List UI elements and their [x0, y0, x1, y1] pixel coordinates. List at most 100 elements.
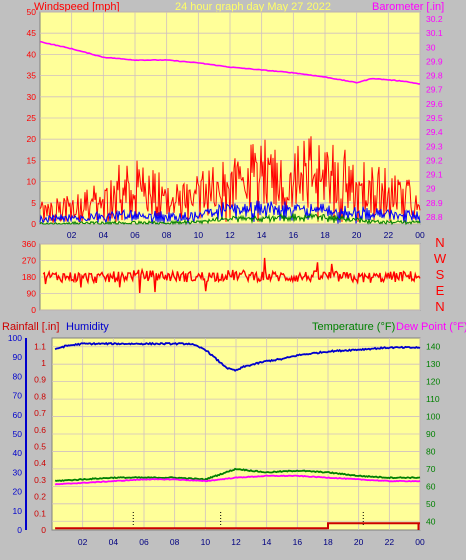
humidity-y-tick-label: 100 — [8, 333, 22, 343]
wind-y-tick-label: 40 — [27, 49, 37, 59]
barometer-y-tick-label: 29.5 — [426, 113, 443, 123]
humidity-axis-label: Humidity — [66, 321, 109, 333]
wind-y-tick-label: 10 — [27, 177, 37, 187]
direction-y-tick-label: 180 — [22, 272, 36, 282]
humidity-y-tick-label: 30 — [13, 467, 23, 477]
wind-minimum-series — [39, 212, 421, 226]
temperature-y-tick-label: 130 — [426, 359, 440, 369]
climate-x-tick-label: 06 — [139, 537, 149, 547]
temperature-y-tick-label: 120 — [426, 377, 440, 387]
wind-gust-series — [39, 136, 421, 223]
wind-x-tick-label: 00 — [415, 230, 425, 240]
wind-x-tick-label: 12 — [225, 230, 235, 240]
wind-y-tick-label: 0 — [31, 219, 36, 229]
wind-x-tick-label: 18 — [320, 230, 330, 240]
rainfall-y-tick-label: 0.8 — [34, 391, 46, 401]
wind-x-tick-label: 08 — [162, 230, 172, 240]
climate-x-tick-label: 04 — [109, 537, 119, 547]
direction-y-tick-label: 270 — [22, 256, 36, 266]
rainfall-y-tick-label: 0.7 — [34, 408, 46, 418]
temperature-axis-label: Temperature (°F) — [312, 321, 395, 333]
temperature-y-tick-label: 90 — [426, 429, 436, 439]
wind-x-tick-label: 06 — [130, 230, 140, 240]
direction-y-tick-label: 0 — [31, 305, 36, 315]
barometer-y-tick-label: 29.7 — [426, 85, 443, 95]
wind-x-tick-label: 04 — [99, 230, 109, 240]
temperature-y-tick-label: 80 — [426, 446, 436, 456]
humidity-y-tick-label: 70 — [13, 391, 23, 401]
barometer-y-tick-label: 29.6 — [426, 99, 443, 109]
temperature-y-tick-label: 110 — [426, 394, 440, 404]
wind-x-tick-label: 16 — [289, 230, 299, 240]
rainfall-y-tick-label: 1.1 — [34, 341, 46, 351]
climate-x-tick-label: 12 — [231, 537, 241, 547]
rainfall-y-tick-label: 1 — [41, 358, 46, 368]
humidity-y-tick-label: 50 — [13, 429, 23, 439]
direction-compass-letter: N — [435, 299, 444, 314]
temperature-y-tick-label: 140 — [426, 342, 440, 352]
direction-compass-letter: W — [434, 251, 447, 266]
humidity-y-tick-label: 80 — [13, 371, 23, 381]
temperature-y-tick-label: 60 — [426, 481, 436, 491]
humidity-y-tick-label: 20 — [13, 487, 23, 497]
direction-y-tick-label: 90 — [27, 289, 37, 299]
humidity-y-tick-label: 10 — [13, 506, 23, 516]
wind-average-series — [39, 200, 421, 225]
temperature-y-tick-label: 50 — [426, 499, 436, 509]
humidity-y-tick-label: 0 — [17, 525, 22, 535]
barometer-y-tick-label: 29.8 — [426, 71, 443, 81]
humidity-y-tick-label: 40 — [13, 448, 23, 458]
rainfall-series — [55, 522, 420, 530]
wind-y-tick-label: 15 — [27, 155, 37, 165]
humidity-y-tick-label: 90 — [13, 352, 23, 362]
climate-x-tick-label: 16 — [293, 537, 303, 547]
climate-x-tick-label: 00 — [415, 537, 425, 547]
climate-x-tick-label: 14 — [262, 537, 272, 547]
rainfall-y-tick-label: 0.9 — [34, 375, 46, 385]
direction-compass-letter: S — [436, 267, 445, 282]
climate-x-tick-label: 18 — [323, 537, 333, 547]
barometer-y-tick-label: 29.2 — [426, 155, 443, 165]
barometer-y-tick-label: 29.4 — [426, 127, 443, 137]
direction-compass-letter: N — [435, 235, 444, 250]
wind-y-tick-label: 25 — [27, 113, 37, 123]
wind-x-tick-label: 10 — [194, 230, 204, 240]
barometer-y-tick-label: 29 — [426, 184, 436, 194]
wind-y-tick-label: 5 — [31, 198, 36, 208]
climate-x-tick-label: 10 — [201, 537, 211, 547]
rainfall-y-tick-label: 0 — [41, 525, 46, 535]
climate-panel: 02 04 06 08 10 12 14 16 18 20 22 004050607080901001… — [8, 333, 441, 547]
dewpoint-series — [54, 474, 421, 486]
humidity-series — [54, 341, 421, 372]
barometer-y-tick-label: 30.1 — [426, 28, 443, 38]
barometer-y-tick-label: 28.9 — [426, 198, 443, 208]
barometer-series — [39, 40, 420, 85]
wind-x-tick-label: 14 — [257, 230, 267, 240]
wind-direction-series — [42, 257, 421, 294]
wind-barometer-panel: 02 04 06 08 10 12 14 16 18 20 22 000510152025303540… — [27, 7, 443, 240]
temperature-y-tick-label: 70 — [426, 464, 436, 474]
barometer-y-tick-label: 29.1 — [426, 170, 443, 180]
climate-x-tick-label: 20 — [354, 537, 364, 547]
wind-y-tick-label: 30 — [27, 92, 37, 102]
climate-x-tick-label: 22 — [385, 537, 395, 547]
wind-y-tick-label: 35 — [27, 71, 37, 81]
rainfall-y-tick-label: 0.5 — [34, 442, 46, 452]
wind-y-tick-label: 45 — [27, 28, 37, 38]
barometer-y-tick-label: 30 — [426, 42, 436, 52]
rainfall-y-tick-label: 0.6 — [34, 425, 46, 435]
barometer-y-tick-label: 28.8 — [426, 212, 443, 222]
barometer-y-tick-label: 30.2 — [426, 14, 443, 24]
barometer-axis-label: Barometer [.in] — [372, 1, 444, 13]
wind-y-tick-label: 20 — [27, 134, 37, 144]
windspeed-axis-label: Windspeed [mph] — [34, 1, 120, 13]
rainfall-axis-label: Rainfall [.in] — [2, 321, 59, 333]
wind-x-tick-label: 22 — [384, 230, 394, 240]
graph-title: 24 hour graph day May 27 2022 — [175, 1, 331, 13]
rainfall-y-tick-label: 0.1 — [34, 508, 46, 518]
humidity-y-tick-label: 60 — [13, 410, 23, 420]
climate-x-tick-label: 08 — [170, 537, 180, 547]
